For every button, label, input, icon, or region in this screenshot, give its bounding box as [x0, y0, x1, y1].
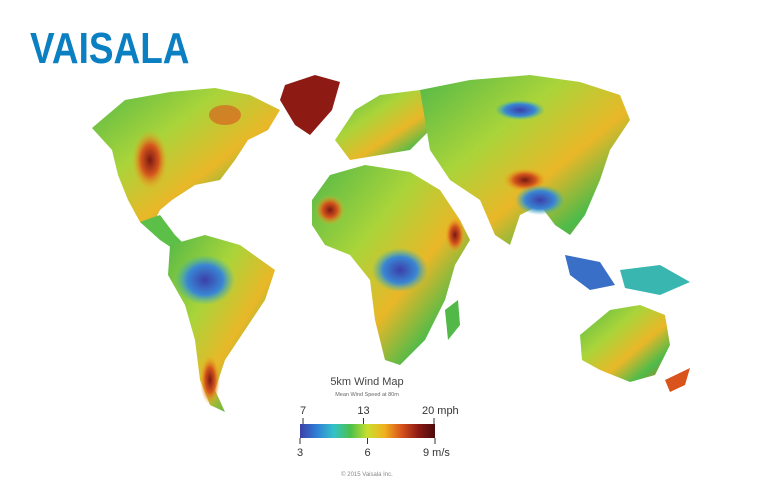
legend: 5km Wind Map Mean Wind Speed at 80m © 20…: [297, 376, 459, 478]
color-bar: [300, 424, 435, 438]
tick-label: 6: [364, 447, 370, 459]
tick-label: 7: [300, 405, 306, 417]
logo: VAISALA: [30, 23, 189, 73]
legend-title: 5km Wind Map: [330, 376, 403, 388]
tick-label: 9 m/s: [423, 447, 450, 459]
copyright: © 2015 Vaisala Inc.: [341, 471, 393, 478]
tick-label: 20 mph: [422, 405, 459, 417]
tick-label: 13: [357, 405, 369, 417]
legend-subtitle: Mean Wind Speed at 80m: [335, 392, 399, 398]
world-map: [92, 75, 690, 412]
tick-label: 3: [297, 447, 303, 459]
